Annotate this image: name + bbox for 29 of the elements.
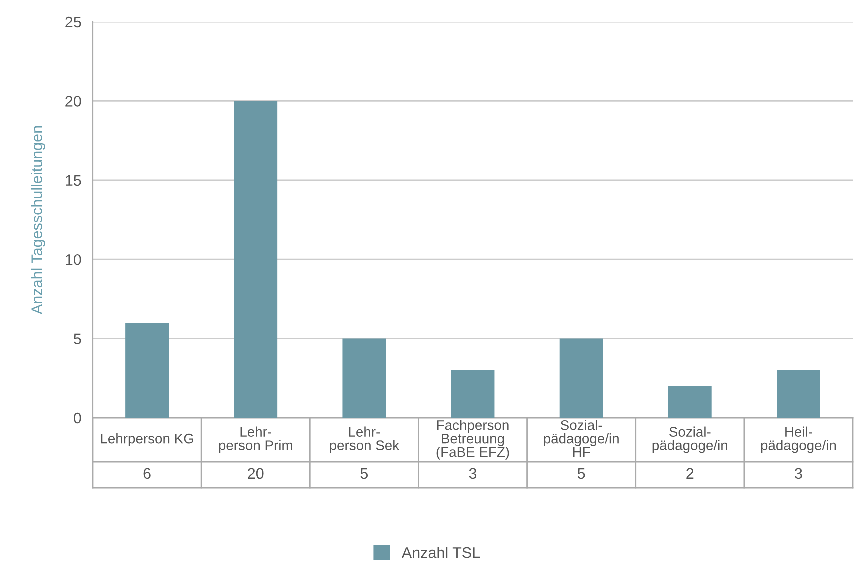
bar — [777, 370, 820, 418]
x-tick-label: Lehrperson KG — [101, 434, 194, 446]
data-label: 2 — [686, 468, 694, 479]
data-label: 3 — [795, 468, 802, 480]
x-tick-label: Lehr- person Prim — [219, 426, 292, 454]
data-label: 3 — [469, 468, 477, 480]
x-tick-label: Fachperson Betreuung (FaBE EFZ) — [436, 420, 510, 460]
y-tick-label: 5 — [74, 334, 82, 344]
bar — [560, 338, 604, 418]
y-tick-label: 20 — [66, 96, 82, 107]
x-tick-label: Lehr- person Sek — [330, 426, 400, 454]
bar — [126, 322, 169, 418]
x-tick-label: Sozial- pädagoge/in — [652, 426, 728, 454]
y-axis-title: Anzahl Tagesschulleitungen — [31, 126, 46, 315]
bar — [668, 386, 712, 418]
y-tick-label: 15 — [66, 175, 82, 186]
y-tick-label: 10 — [66, 254, 82, 266]
y-tick-label: 0 — [74, 412, 82, 424]
legend-label: Anzahl TSL — [402, 547, 480, 558]
data-label: 5 — [360, 468, 368, 480]
x-tick-label: Heil- pädagoge/in — [761, 426, 836, 454]
y-tick-label: 25 — [66, 16, 82, 28]
data-label: 20 — [248, 468, 264, 480]
data-label: 5 — [578, 468, 586, 480]
data-label: 6 — [144, 468, 151, 480]
bar — [234, 101, 278, 418]
bar — [342, 338, 386, 418]
bar — [451, 370, 495, 418]
x-tick-label: Sozial- pädagoge/in HF — [544, 420, 619, 458]
